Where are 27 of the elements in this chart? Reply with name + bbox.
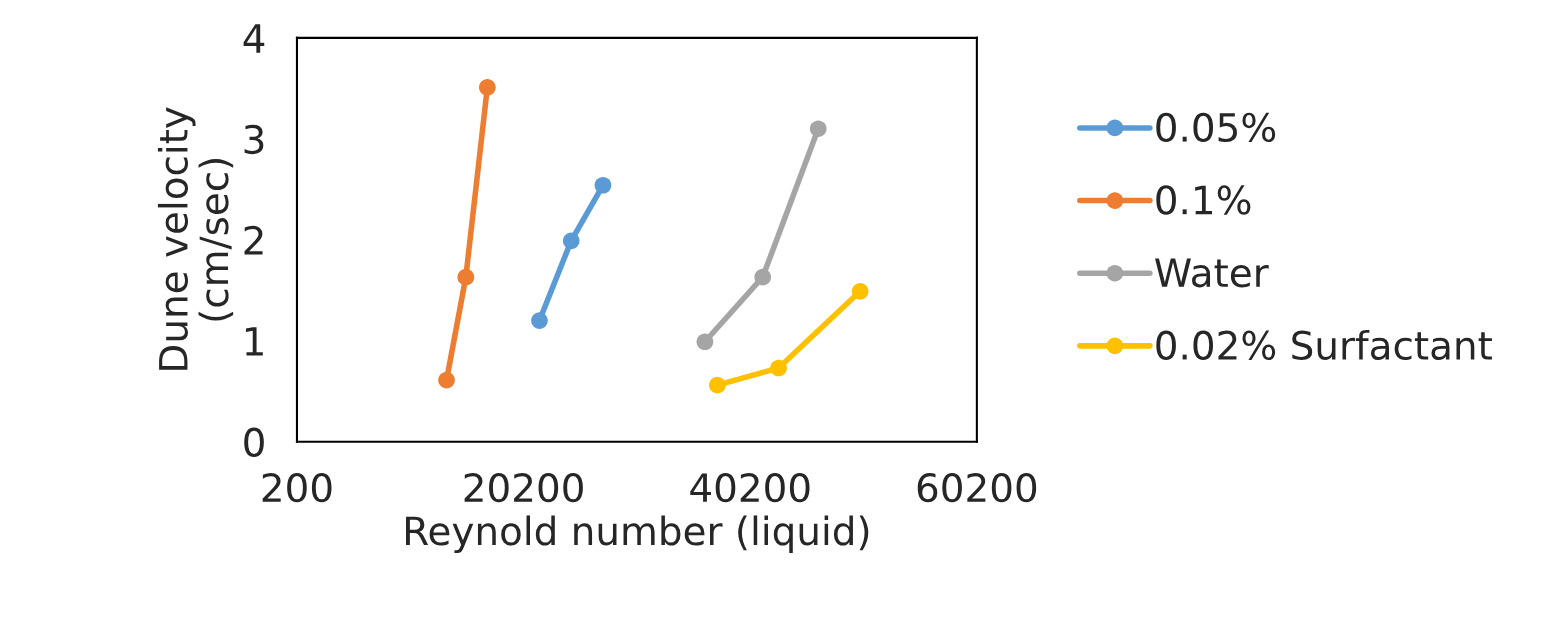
legend-label: 0.1% bbox=[1156, 185, 1251, 215]
point bbox=[438, 371, 455, 389]
y-tick-label: 0 bbox=[244, 427, 264, 458]
legend-label: Water bbox=[1155, 258, 1269, 288]
point bbox=[696, 333, 714, 351]
y-tick-label: 3 bbox=[244, 124, 264, 155]
y-tick-label: 1 bbox=[245, 327, 263, 356]
x-tick-label: 200 bbox=[262, 472, 332, 503]
x-tick-label: 20200 bbox=[464, 472, 583, 503]
point bbox=[809, 120, 827, 138]
legend-label: 0.02% Surfactant bbox=[1156, 329, 1492, 361]
x-tick-label: 60200 bbox=[917, 472, 1037, 503]
point bbox=[754, 268, 772, 286]
legend-label: 0.05% bbox=[1156, 112, 1276, 143]
point bbox=[479, 79, 496, 96]
point bbox=[531, 312, 548, 329]
point bbox=[594, 176, 612, 194]
point bbox=[709, 376, 726, 394]
point bbox=[457, 268, 475, 286]
point bbox=[770, 359, 787, 377]
y-axis-title: Dune velocity (cm/sec) bbox=[157, 107, 234, 370]
x-tick-label: 40200 bbox=[690, 472, 810, 503]
y-tick-label: 4 bbox=[243, 24, 265, 53]
point bbox=[851, 282, 869, 300]
x-axis-title: Reynold number (liquid) bbox=[406, 515, 869, 554]
point bbox=[562, 232, 580, 250]
y-tick-label: 2 bbox=[244, 225, 263, 255]
